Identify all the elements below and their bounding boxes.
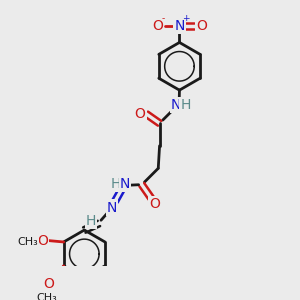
Text: O: O xyxy=(134,107,146,121)
Text: CH₃: CH₃ xyxy=(37,292,58,300)
Text: H: H xyxy=(111,177,121,191)
Text: N: N xyxy=(174,19,184,33)
Text: H: H xyxy=(86,214,96,228)
Text: O: O xyxy=(149,197,160,211)
Text: +: + xyxy=(182,14,190,23)
Text: N: N xyxy=(120,177,130,191)
Text: O: O xyxy=(37,234,48,248)
Text: -: - xyxy=(161,14,165,23)
Text: O: O xyxy=(43,277,54,291)
Text: CH₃: CH₃ xyxy=(18,237,38,247)
Text: O: O xyxy=(196,19,207,33)
Text: H: H xyxy=(180,98,191,112)
Text: N: N xyxy=(171,98,181,112)
Text: O: O xyxy=(152,19,163,33)
Text: N: N xyxy=(107,200,117,214)
